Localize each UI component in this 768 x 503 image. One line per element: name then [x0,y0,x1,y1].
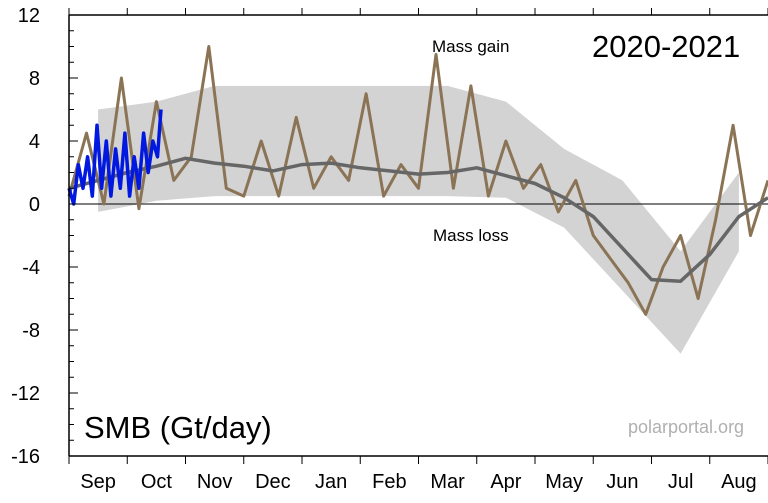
y-tick-labels: 12 8 4 0 -4 -8 -12 -16 [11,5,40,468]
credit-label: polarportal.org [628,417,744,437]
y-tick-label: 4 [29,131,40,153]
mass-loss-label: Mass loss [433,226,509,245]
current-season-line [67,109,163,206]
x-tick-label: Apr [490,471,521,493]
mean-series-line [68,156,768,283]
x-tick-label: Aug [721,471,757,493]
y-tick-label: -16 [11,446,40,468]
x-tick-label: Jun [606,471,638,493]
x-tick-label: May [545,471,583,493]
y-tick-label: 0 [29,194,40,216]
y-tick-label: 8 [29,68,40,90]
x-tick-label: Oct [141,471,173,493]
y-axis-label: SMB (Gt/day) [84,410,272,445]
y-tick-label: -8 [22,320,40,342]
x-tick-label: Nov [197,471,233,493]
mass-gain-label: Mass gain [432,37,509,56]
series-lines [67,45,768,316]
season-title: 2020-2021 [592,29,740,64]
x-tick-label: Sep [80,471,116,493]
x-tick-label: Feb [372,471,406,493]
x-tick-label: Mar [430,471,465,493]
y-tick-label: 12 [18,5,40,27]
record-series-line [67,45,768,316]
axes [68,8,768,464]
x-tick-labels: Sep Oct Nov Dec Jan Feb Mar Apr May Jun Jul Aug [80,471,756,493]
x-tick-label: Jul [668,471,694,493]
x-tick-label: Dec [255,471,291,493]
x-tick-label: Jan [315,471,347,493]
y-tick-label: -12 [11,383,40,405]
y-tick-label: -4 [22,257,40,279]
